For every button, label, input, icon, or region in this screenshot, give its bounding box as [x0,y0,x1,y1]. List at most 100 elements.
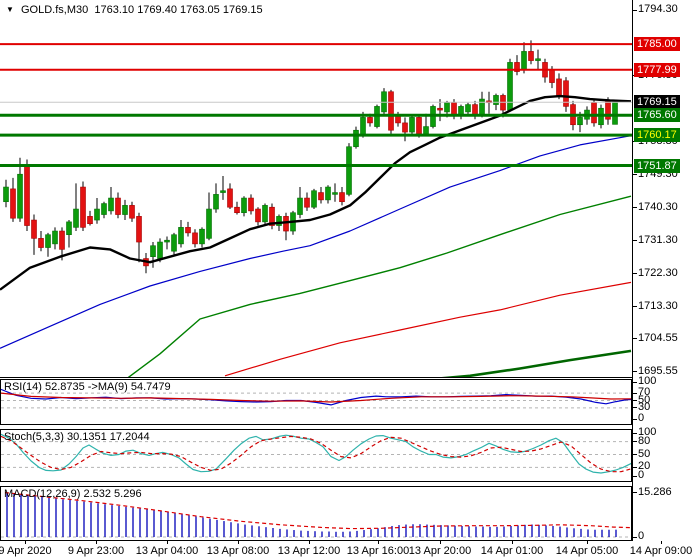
time-tick-label: 9 Apr 23:00 [67,545,125,557]
bear-candle-body [528,51,534,61]
rsi-label: RSI(14) 52.8735 ->MA(9) 54.7479 [4,381,171,393]
bear-candle-body [38,238,44,248]
quote-open: 1763.10 [94,4,135,16]
bull-candle-body [311,190,317,208]
indicator-tick-label: 80 [638,434,651,447]
time-tick-mark [238,541,239,544]
indicator-tick-mark [632,407,637,408]
price-tick-label: 1722.30 [638,266,678,279]
bull-candle-body [108,197,114,212]
price-tick-label: 1740.30 [638,200,678,213]
stoch-signal-line [1,435,631,473]
bear-candle-body [269,206,275,226]
bull-candle-body [493,95,499,105]
rsi-chart-canvas[interactable] [1,380,631,422]
symbol-dropdown-icon[interactable]: ▼ [6,5,14,14]
bull-candle-body [577,117,583,126]
indicator-tick-label: 70 [638,386,651,399]
bull-candle-body [164,239,170,243]
price-level-badge: 1760.17 [634,128,680,143]
macd-chart-canvas[interactable] [1,487,631,538]
bear-candle-body [402,122,408,133]
bull-candle-body [325,186,331,201]
time-tick-label: 14 Apr 05:00 [555,545,619,557]
macd-indicator-panel[interactable]: MACD(12,26,9) 2.532 5.296 [0,486,632,541]
macd-signal-line [4,492,631,530]
bull-candle-body [199,228,205,245]
bear-candle-body [192,232,198,245]
time-tick-label: 9 Apr 2020 [0,545,52,557]
price-axis-divider [632,0,633,541]
bear-candle-body [556,78,562,96]
bear-candle-body [388,91,394,131]
indicator-tick-label: 100 [638,426,657,438]
time-tick-label: 13 Apr 04:00 [135,545,199,557]
price-tick-mark [632,207,637,208]
symbol-label[interactable]: GOLD.fs,M30 [20,4,89,16]
macd-label: MACD(12,26,9) 2.532 5.296 [4,488,142,500]
rsi-indicator-panel[interactable]: RSI(14) 52.8735 ->MA(9) 54.7479 [0,379,632,425]
indicator-tick-label: 0 [638,530,645,542]
bull-candle-body [612,101,618,125]
main-price-chart-panel[interactable]: ▼ GOLD.fs,M30 1763.10 1769.40 1763.05 17… [0,0,632,378]
price-tick-mark [632,240,637,241]
bear-candle-body [304,197,310,208]
bull-candle-body [157,241,163,259]
bull-candle-body [73,208,79,228]
bull-candle-body [241,197,247,214]
bear-candle-body [500,95,506,111]
bull-candle-body [276,216,282,226]
stochastic-indicator-panel[interactable]: Stoch(5,3,3) 30.1351 17.2044 [0,429,632,482]
time-tick-label: 13 Apr 12:00 [277,545,341,557]
price-tick-label: 1731.30 [638,233,678,246]
price-tick-mark [632,371,637,372]
indicator-tick-label: 100 [638,375,657,387]
bear-candle-body [416,117,422,135]
indicator-tick-mark [632,419,637,420]
bear-candle-body [31,219,37,239]
bear-candle-body [367,117,373,124]
price-tick-mark [632,306,637,307]
time-tick-label: 13 Apr 16:00 [346,545,410,557]
time-tick-label: 14 Apr 09:00 [629,545,693,557]
bear-candle-body [10,188,16,219]
price-tick-mark [632,273,637,274]
bear-candle-body [59,230,65,250]
time-tick-label: 13 Apr 08:00 [206,545,270,557]
bull-candle-body [521,51,527,71]
bull-candle-body [101,203,107,215]
stochastic-chart-canvas[interactable] [1,430,631,479]
indicator-tick-label: 30 [638,400,651,413]
price-tick-mark [632,10,637,11]
bear-candle-body [234,206,240,214]
indicator-tick-label: 20 [638,460,651,473]
time-tick-mark [378,541,379,544]
indicator-tick-mark [632,476,637,477]
ma-fast-black [0,94,632,291]
bear-candle-body [227,188,233,208]
ma-red [224,281,632,377]
bear-candle-body [136,216,142,243]
bull-candle-body [409,117,415,133]
bull-candle-body [94,208,100,221]
time-tick-mark [167,541,168,544]
bull-candle-body [332,192,338,195]
indicator-tick-mark [632,433,637,434]
bull-candle-body [178,227,184,245]
bear-candle-body [129,205,135,219]
candlestick-chart-canvas[interactable] [0,0,632,377]
bear-candle-body [255,208,261,223]
bear-candle-body [339,192,345,203]
time-axis[interactable]: 9 Apr 2020 9 Apr 23:00 13 Apr 04:00 13 Apr … [0,541,700,560]
bear-candle-body [24,164,30,226]
rsi-ma-line [1,392,631,403]
price-level-badge: 1769.15 [634,95,680,110]
indicator-tick-label: 50 [638,447,651,460]
ma-blue [0,135,632,349]
price-tick-label: 1794.30 [638,3,678,15]
bear-candle-body [549,69,555,83]
bull-candle-body [360,117,366,137]
price-tick-label: 1713.30 [638,299,678,312]
indicator-tick-mark [632,537,637,538]
price-level-badge: 1777.99 [634,62,680,77]
